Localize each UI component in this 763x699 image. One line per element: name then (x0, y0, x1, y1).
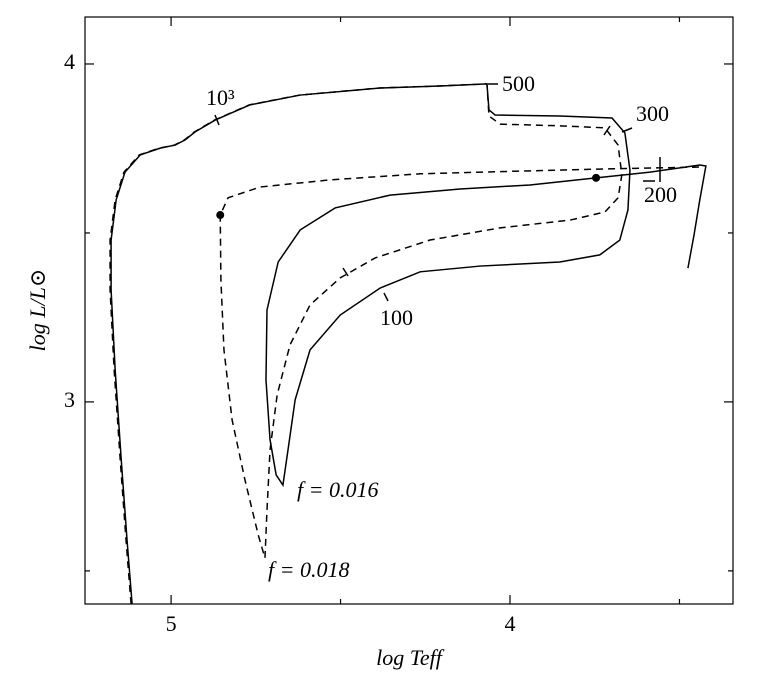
x-tick-label: 5 (166, 611, 177, 636)
age-label: 300 (636, 101, 669, 126)
y-tick-label: 3 (64, 387, 75, 412)
x-axis-label: log Teff (376, 645, 445, 670)
age-label: 500 (502, 71, 535, 96)
track-marker (592, 173, 601, 182)
age-ticks (214, 83, 661, 302)
y-tick-label: 4 (64, 49, 75, 74)
track-label: f = 0.016 (297, 477, 378, 502)
y-axis-label: log L/L⊙ (25, 269, 50, 352)
age-label: 200 (644, 182, 677, 207)
x-tick-label: 4 (504, 611, 515, 636)
track-line (110, 83, 707, 605)
age-label: 100 (380, 305, 413, 330)
track-marker (216, 211, 225, 220)
plot-frame (84, 16, 734, 605)
track-line (109, 83, 700, 605)
track-label: f = 0.018 (268, 557, 349, 582)
age-tick (342, 267, 349, 277)
age-tick (383, 292, 389, 302)
age-label: 10³ (206, 85, 235, 110)
